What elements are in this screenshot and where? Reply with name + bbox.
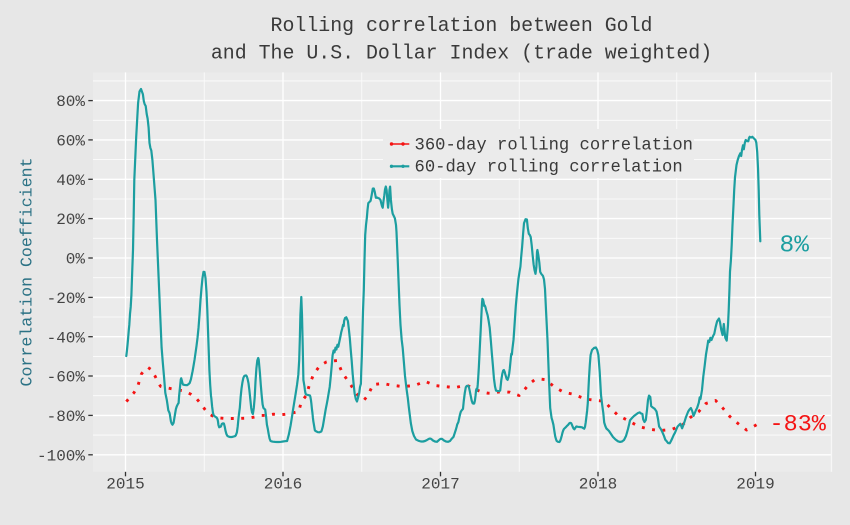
svg-text:60%: 60% — [56, 133, 85, 151]
svg-text:Rolling correlation between Go: Rolling correlation between Gold — [271, 14, 653, 37]
svg-text:-80%: -80% — [47, 408, 86, 426]
svg-text:-83%: -83% — [770, 412, 827, 439]
svg-text:0%: 0% — [66, 251, 86, 269]
svg-text:2015: 2015 — [106, 476, 144, 494]
svg-text:-40%: -40% — [47, 329, 86, 347]
svg-text:40%: 40% — [56, 172, 85, 190]
svg-text:Correlation Coefficient: Correlation Coefficient — [18, 157, 37, 386]
svg-text:-20%: -20% — [47, 290, 86, 308]
svg-text:-60%: -60% — [47, 369, 86, 387]
svg-text:8%: 8% — [780, 232, 810, 259]
svg-text:20%: 20% — [56, 211, 85, 229]
svg-text:and The U.S. Dollar Index (tra: and The U.S. Dollar Index (trade weighte… — [211, 42, 712, 65]
svg-text:2016: 2016 — [264, 476, 302, 494]
svg-text:360-day rolling correlation: 360-day rolling correlation — [415, 136, 693, 155]
svg-text:2018: 2018 — [579, 476, 617, 494]
svg-text:2017: 2017 — [421, 476, 459, 494]
svg-text:80%: 80% — [56, 93, 85, 111]
svg-text:-100%: -100% — [37, 447, 85, 465]
svg-text:2019: 2019 — [736, 476, 774, 494]
svg-text:60-day rolling correlation: 60-day rolling correlation — [415, 158, 683, 177]
